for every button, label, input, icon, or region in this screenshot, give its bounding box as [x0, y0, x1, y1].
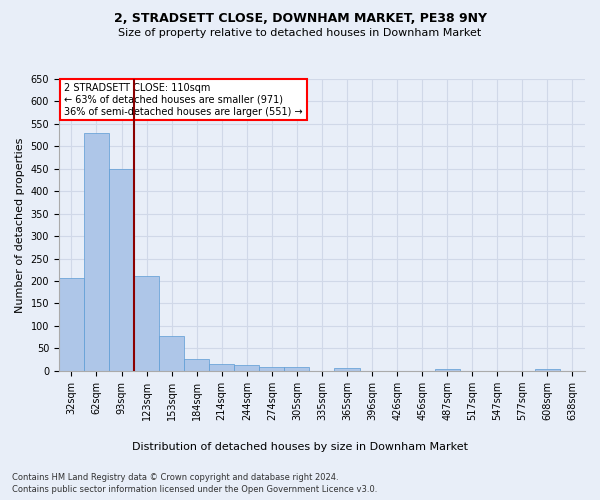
Bar — [234, 366, 259, 371]
Bar — [209, 364, 234, 371]
Text: Distribution of detached houses by size in Downham Market: Distribution of detached houses by size … — [132, 442, 468, 452]
Bar — [134, 276, 159, 371]
Bar — [334, 368, 359, 371]
Bar — [535, 368, 560, 371]
Bar — [284, 367, 310, 371]
Bar — [159, 336, 184, 371]
Bar — [59, 278, 84, 371]
Text: Contains HM Land Registry data © Crown copyright and database right 2024.: Contains HM Land Registry data © Crown c… — [12, 472, 338, 482]
Text: 2, STRADSETT CLOSE, DOWNHAM MARKET, PE38 9NY: 2, STRADSETT CLOSE, DOWNHAM MARKET, PE38… — [113, 12, 487, 26]
Text: 2 STRADSETT CLOSE: 110sqm
← 63% of detached houses are smaller (971)
36% of semi: 2 STRADSETT CLOSE: 110sqm ← 63% of detac… — [64, 84, 303, 116]
Y-axis label: Number of detached properties: Number of detached properties — [15, 137, 25, 312]
Bar — [259, 367, 284, 371]
Text: Size of property relative to detached houses in Downham Market: Size of property relative to detached ho… — [118, 28, 482, 38]
Bar — [434, 368, 460, 371]
Bar — [84, 133, 109, 371]
Bar — [184, 359, 209, 371]
Bar — [109, 169, 134, 371]
Text: Contains public sector information licensed under the Open Government Licence v3: Contains public sector information licen… — [12, 485, 377, 494]
